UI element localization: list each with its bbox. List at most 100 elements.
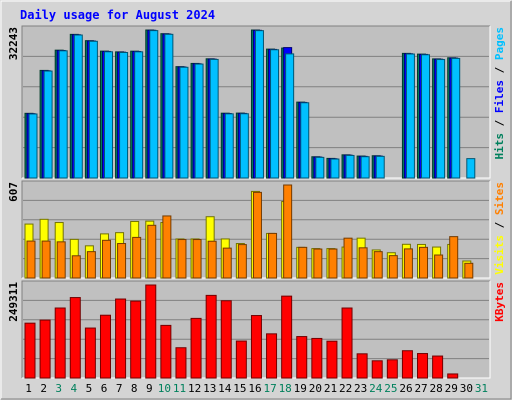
bar-pages-day-3 (58, 50, 68, 179)
bar-pages-day-14 (224, 113, 234, 179)
x-tick-label-day-23: 23 (354, 382, 367, 395)
bar-kbytes-day-20 (311, 337, 323, 379)
bar-pages-day-12 (194, 63, 204, 179)
bar-kbytes-day-22 (341, 307, 353, 379)
bar-kbytes-day-2 (39, 319, 51, 379)
bar-sites-day-30 (464, 262, 474, 279)
x-tick-label-day-16: 16 (248, 382, 261, 395)
bar-sites-day-26 (403, 248, 413, 279)
bar-kbytes-day-12 (190, 317, 202, 379)
legend: Visits / Sites (493, 182, 506, 275)
bar-pages-day-26 (405, 53, 415, 179)
bar-kbytes-day-13 (205, 294, 217, 379)
plot-border-dark (21, 180, 490, 278)
bar-pages-day-7 (119, 52, 129, 179)
bar-sites-day-22 (343, 237, 353, 279)
bar-kbytes-day-19 (296, 336, 308, 379)
bar-sites-day-17 (268, 232, 278, 279)
x-tick-label-day-11: 11 (173, 382, 186, 395)
x-tick-label-day-9: 9 (146, 382, 153, 395)
legend-hits: Hits (493, 133, 506, 160)
legend-kbytes: KBytes (493, 282, 506, 322)
bar-kbytes-day-9 (145, 284, 157, 379)
series-kbytes (24, 284, 459, 379)
x-tick-label-day-7: 7 (116, 382, 123, 395)
bar-sites-day-7 (117, 243, 127, 279)
x-tick-label-day-3: 3 (55, 382, 62, 395)
bar-sites-day-4 (71, 255, 81, 279)
bar-pages-day-5 (88, 40, 98, 179)
bar-sites-day-21 (328, 248, 338, 279)
bar-pages-day-2 (43, 70, 53, 179)
bar-kbytes-day-21 (326, 340, 338, 379)
x-tick-label-day-31: 31 (475, 382, 488, 395)
bar-kbytes-day-14 (220, 300, 232, 379)
bar-kbytes-day-15 (235, 340, 247, 379)
bar-kbytes-day-7 (115, 298, 127, 379)
bar-sites-day-11 (177, 239, 187, 279)
legend: KBytes (493, 282, 506, 322)
bar-kbytes-day-6 (99, 314, 111, 379)
bar-pages-day-8 (134, 51, 144, 179)
chart-title: Daily usage for August 2024 (20, 8, 215, 22)
bar-sites-day-27 (419, 246, 429, 279)
bar-pages-day-28 (436, 59, 446, 179)
legend-visits: Visits (493, 235, 506, 275)
x-tick-label-day-26: 26 (399, 382, 412, 395)
bar-sites-day-3 (56, 241, 66, 279)
legend-sites: Sites (493, 182, 506, 215)
x-tick-label-day-20: 20 (309, 382, 322, 395)
series-sites (26, 184, 474, 279)
kbytes_panel: 249311 KBytes (7, 280, 506, 379)
x-tick-label-day-22: 22 (339, 382, 352, 395)
bar-pages-day-21 (330, 158, 340, 179)
bar-kbytes-day-3 (54, 307, 66, 379)
bar-sites-day-6 (101, 239, 111, 279)
hits_panel: 32243 Hits / Files / Pages (7, 25, 506, 179)
y-axis-max-label: 607 (7, 182, 20, 202)
bar-pages-day-17 (270, 49, 280, 179)
x-tick-label-day-28: 28 (430, 382, 443, 395)
x-tick-label-day-1: 1 (25, 382, 32, 395)
bar-pages-day-1 (28, 113, 38, 179)
bar-pages-day-10 (164, 33, 174, 179)
x-tick-label-day-17: 17 (263, 382, 276, 395)
y-axis-max-label: 32243 (7, 27, 20, 60)
y-axis-max-label: 249311 (7, 282, 20, 322)
bar-sites-day-2 (41, 240, 51, 279)
x-tick-label-day-30: 30 (460, 382, 473, 395)
x-tick-label-day-24: 24 (369, 382, 383, 395)
bar-sites-day-24 (373, 251, 383, 279)
x-tick-label-day-15: 15 (233, 382, 246, 395)
bar-pages-day-29 (451, 57, 461, 179)
legend: Hits / Files / Pages (493, 27, 506, 160)
bar-pages-day-13 (209, 58, 219, 179)
bar-kbytes-day-18 (281, 295, 293, 379)
bar-sites-day-14 (222, 247, 232, 279)
x-tick-label-day-21: 21 (324, 382, 337, 395)
bar-sites-day-10 (162, 215, 172, 279)
bar-sites-day-16 (252, 191, 262, 279)
bar-pages-day-20 (315, 156, 325, 179)
bar-kbytes-day-1 (24, 322, 36, 379)
bar-kbytes-day-8 (130, 300, 142, 379)
x-tick-label-day-13: 13 (203, 382, 216, 395)
bar-sites-day-5 (86, 251, 96, 279)
bar-pages-day-9 (149, 30, 159, 179)
bar-kbytes-day-5 (84, 327, 96, 379)
bar-pages-day-18 (285, 53, 295, 179)
bar-kbytes-day-27 (417, 353, 429, 379)
bar-pages-day-19 (300, 102, 310, 179)
bar-kbytes-day-28 (432, 355, 444, 379)
legend-pages: Pages (493, 27, 506, 60)
x-tick-label-day-8: 8 (131, 382, 138, 395)
bar-pages-day-24 (375, 155, 385, 179)
x-tick-label-day-29: 29 (445, 382, 458, 395)
bar-pages-day-22 (345, 154, 355, 179)
bar-kbytes-day-24 (371, 360, 383, 379)
bar-kbytes-day-26 (401, 350, 413, 379)
bar-sites-day-13 (207, 240, 217, 279)
